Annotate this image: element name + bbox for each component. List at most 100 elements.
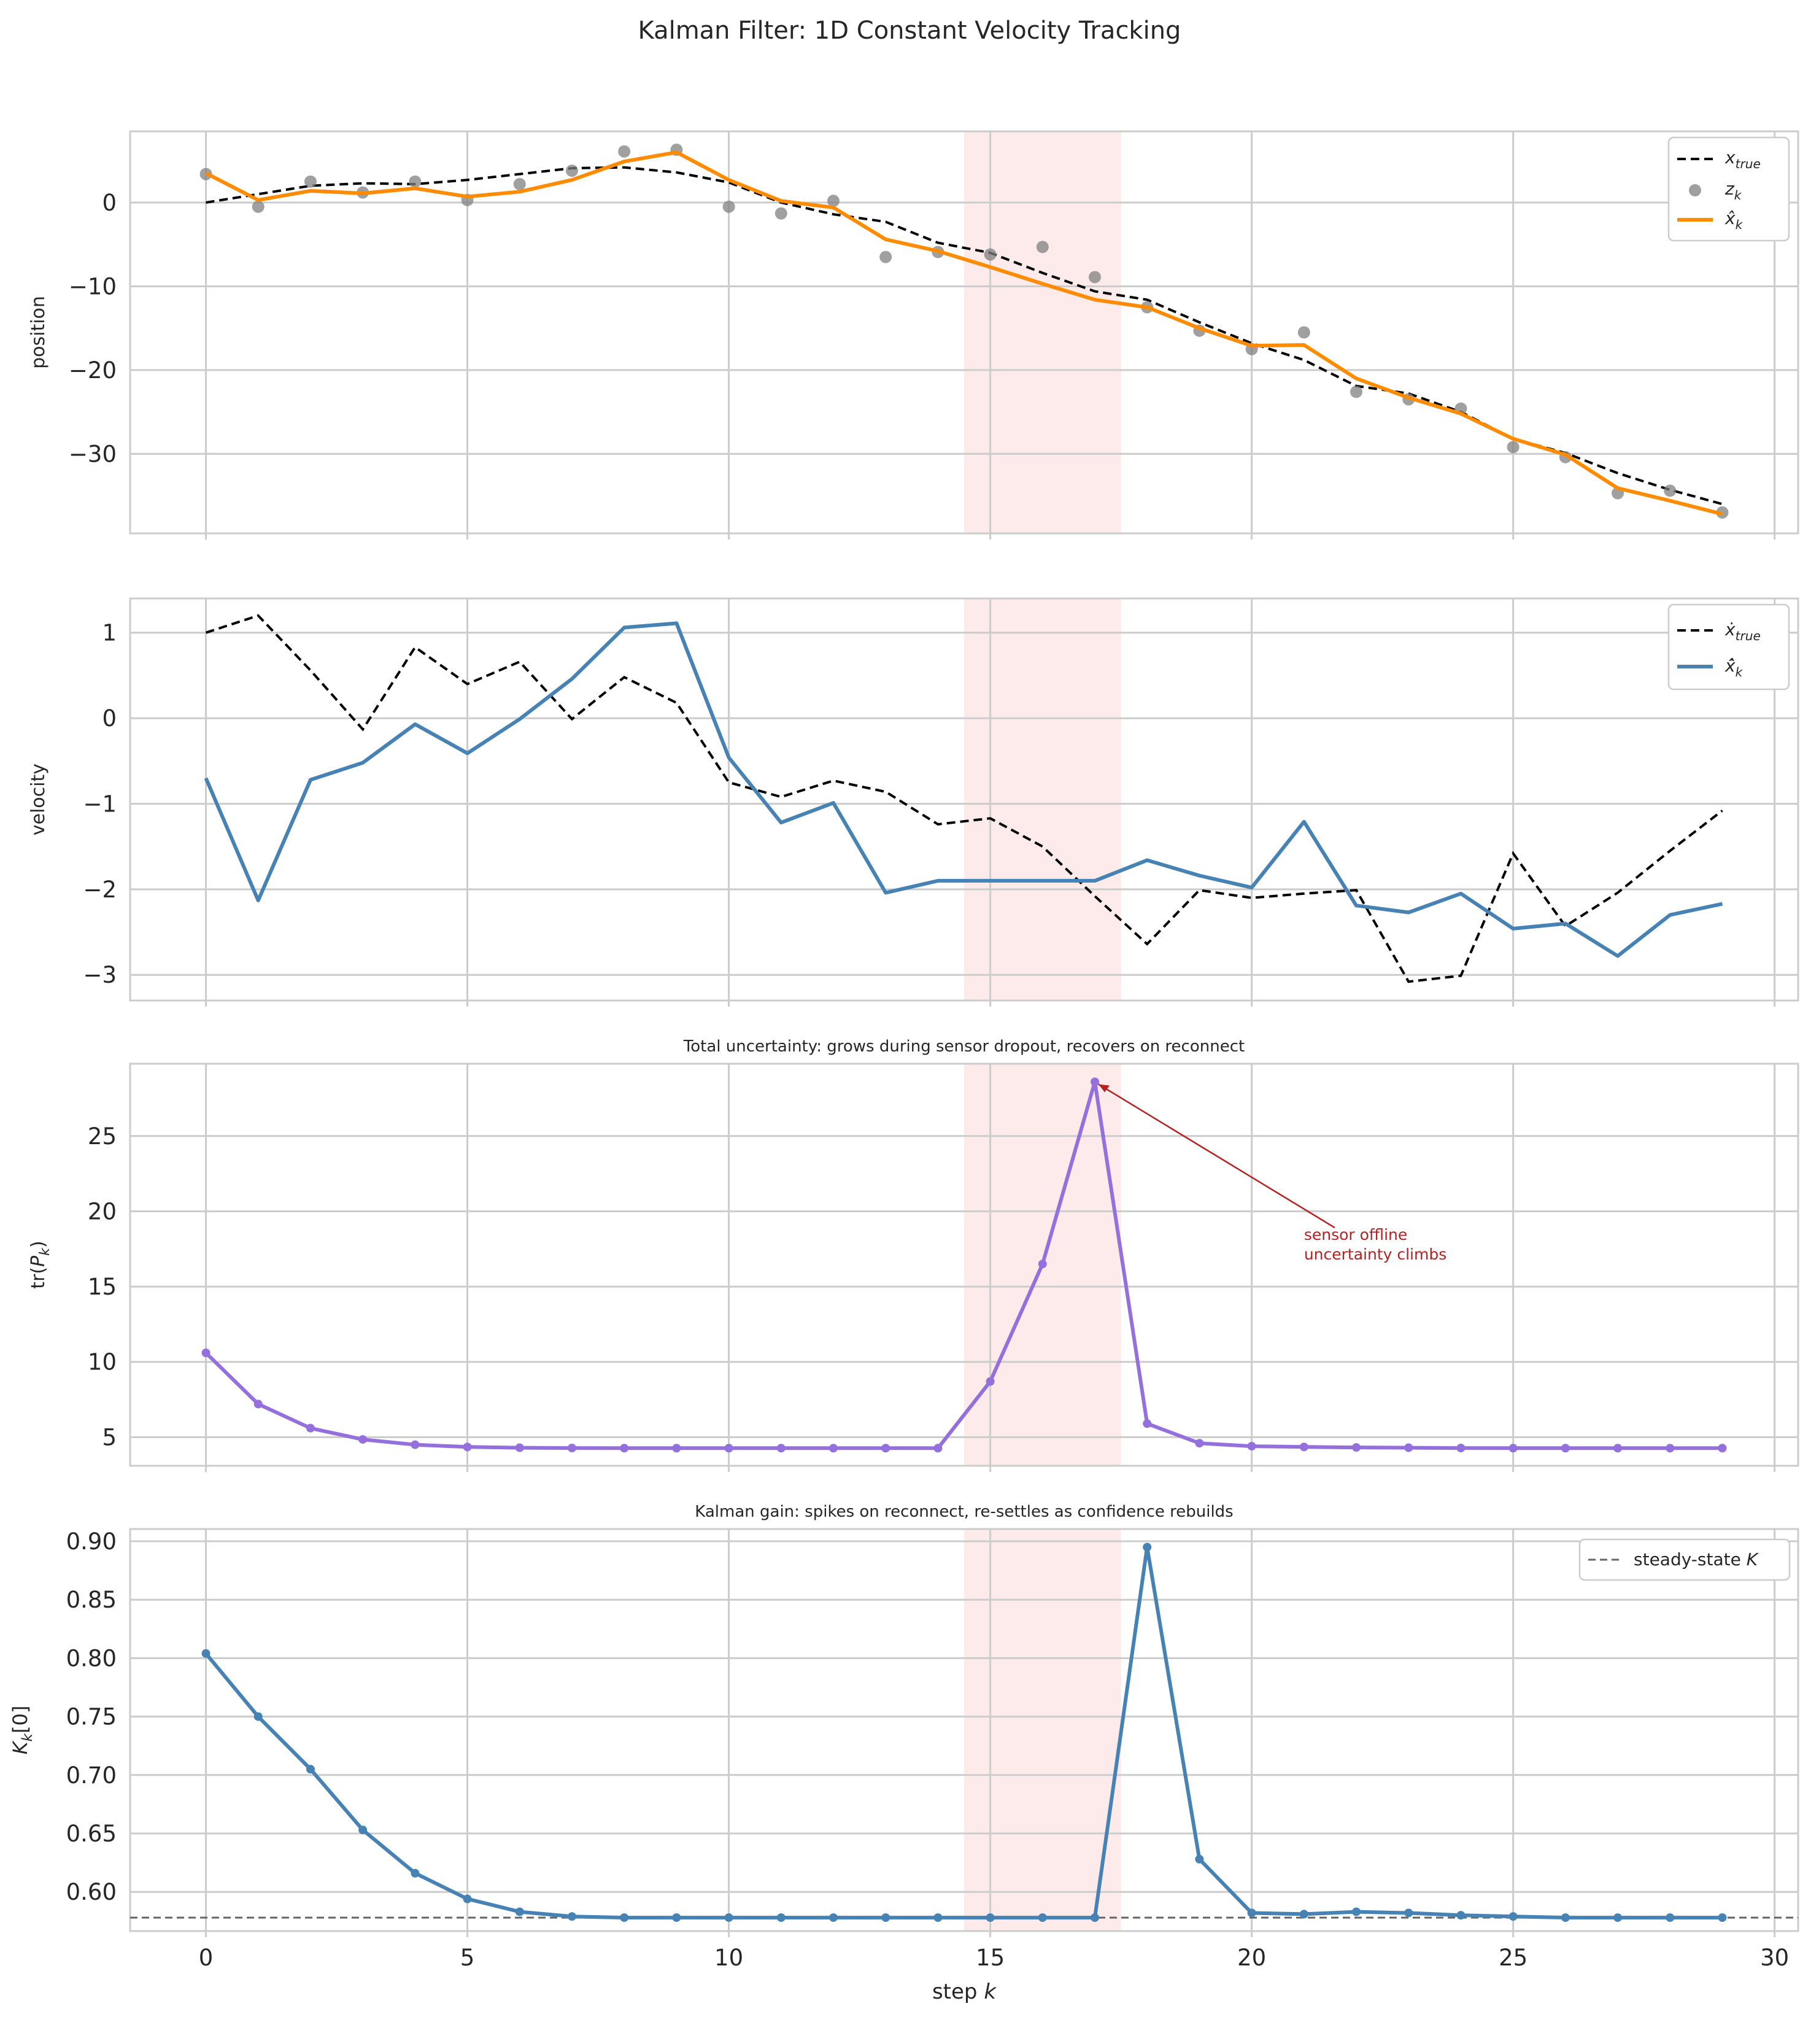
legend-label-estimate-main: x̂̇ (1724, 656, 1736, 676)
y-tick-label: −3 (83, 962, 117, 988)
y-tick-label: 0.75 (66, 1704, 117, 1730)
x-axis-label-text: step (932, 1980, 984, 2004)
panel-2: Total uncertainty: grows during sensor d… (28, 1037, 1799, 1472)
legend-label-true-main: ẋ (1724, 619, 1736, 640)
y-tick-label: −10 (69, 273, 117, 300)
legend-label-estimate-sub: k (1736, 665, 1744, 679)
y-tick-label: 0.65 (66, 1821, 117, 1847)
y-axis-label: Kk[0] (9, 1706, 36, 1755)
uncertainty-point (724, 1444, 733, 1453)
series-estimate-line (205, 150, 1723, 516)
y-tick-label: 5 (102, 1424, 117, 1450)
y-tick-label: 0.60 (66, 1879, 117, 1905)
gain-point (253, 1712, 263, 1721)
annotation-arrowhead (1099, 1084, 1110, 1093)
uncertainty-point (776, 1444, 786, 1453)
panel-1: 1 0 −1 −2 −3 velocity ẋtrue x̂̇k (28, 597, 1799, 1007)
gain-point (1091, 1913, 1100, 1922)
uncertainty-point (1508, 1444, 1518, 1453)
y-tick-label: −1 (83, 791, 117, 817)
measurement-point (722, 200, 735, 213)
uncertainty-point (620, 1444, 629, 1453)
legend-label-measurement-sub: k (1734, 188, 1742, 203)
series-true-line (205, 614, 1723, 983)
legend-label-measurement: zk (1724, 179, 1742, 203)
measurement-point (827, 195, 840, 207)
uncertainty-point (1195, 1439, 1204, 1448)
series-true-line (206, 166, 1723, 506)
uncertainty-point (1456, 1444, 1466, 1453)
gain-point (1143, 1543, 1152, 1552)
gain-point (306, 1765, 315, 1774)
axes-frame (129, 1528, 1799, 1932)
x-tick-label: 20 (1237, 1945, 1266, 1971)
uncertainty-point (358, 1435, 368, 1444)
gain-point (1561, 1913, 1570, 1922)
uncertainty-point (1143, 1419, 1152, 1428)
measurement-point (1036, 241, 1049, 254)
uncertainty-point (306, 1423, 315, 1433)
y-tick-label: 0.90 (66, 1528, 117, 1555)
measurement-point (1507, 441, 1520, 454)
gain-point (933, 1913, 943, 1922)
legend-label-estimate-sub: k (1736, 217, 1744, 232)
uncertainty-point (1561, 1444, 1570, 1453)
x-axis-label: step k (932, 1980, 997, 2004)
uncertainty-point (1352, 1443, 1361, 1452)
legend-label-estimate: x̂k (1724, 208, 1744, 232)
y-tick-label: −2 (83, 877, 117, 903)
annotation-text-line2: uncertainty climbs (1304, 1245, 1446, 1263)
measurement-point (513, 177, 526, 190)
gain-point (1352, 1907, 1361, 1916)
uncertainty-point (1299, 1442, 1308, 1452)
gain-point (1613, 1913, 1623, 1922)
gain-point (515, 1907, 524, 1916)
y-tick-label: 1 (102, 620, 117, 646)
gain-point (620, 1913, 629, 1922)
y-tick-label: 0.80 (66, 1645, 117, 1671)
gain-point (1718, 1913, 1727, 1922)
gain-point (881, 1913, 890, 1922)
y-tick-label: 0 (102, 705, 117, 732)
uncertainty-point (1247, 1442, 1256, 1451)
axes-frame (129, 597, 1799, 1002)
series-estimate-line (204, 621, 1723, 958)
legend-label-steady-state-var: K (1747, 1549, 1759, 1570)
x-tick-label: 10 (714, 1945, 743, 1971)
y-tick-label: 0 (102, 190, 117, 216)
measurement-point (879, 250, 892, 263)
gain-point (1247, 1908, 1256, 1918)
gain-point (986, 1913, 995, 1922)
panel-3: Kalman gain: spikes on reconnect, re-set… (9, 1503, 1799, 2004)
gain-point (411, 1868, 420, 1878)
legend-label-true-sub: true (1736, 157, 1761, 171)
legend-label-steady-state-text: steady-state (1634, 1549, 1747, 1570)
x-tick-label: 25 (1499, 1945, 1527, 1971)
measurement-point (1089, 271, 1102, 284)
uncertainty-point (1091, 1077, 1100, 1086)
measurement-point (1297, 326, 1310, 339)
uncertainty-point (515, 1443, 524, 1452)
measurement-point (618, 145, 631, 158)
uncertainty-point (253, 1399, 263, 1409)
gain-point (776, 1913, 786, 1922)
y-tick-label: 15 (88, 1274, 117, 1300)
dropout-band (964, 131, 1121, 533)
uncertainty-point (881, 1444, 890, 1453)
legend-label-measurement-main: z (1724, 179, 1735, 199)
dropout-band (964, 1529, 1121, 1931)
gain-point (463, 1894, 472, 1903)
uncertainty-point (1404, 1443, 1413, 1452)
y-tick-label: −30 (69, 441, 117, 467)
legend-label-estimate: x̂̇k (1724, 656, 1744, 679)
gain-point (201, 1649, 210, 1658)
uncertainty-point (1718, 1444, 1727, 1453)
gain-point (1299, 1910, 1308, 1919)
legend-label-estimate-main: x̂ (1724, 208, 1736, 228)
gain-point (358, 1825, 368, 1835)
uncertainty-point (1666, 1444, 1675, 1453)
uncertainty-point (463, 1442, 472, 1452)
gain-point (1666, 1913, 1675, 1922)
